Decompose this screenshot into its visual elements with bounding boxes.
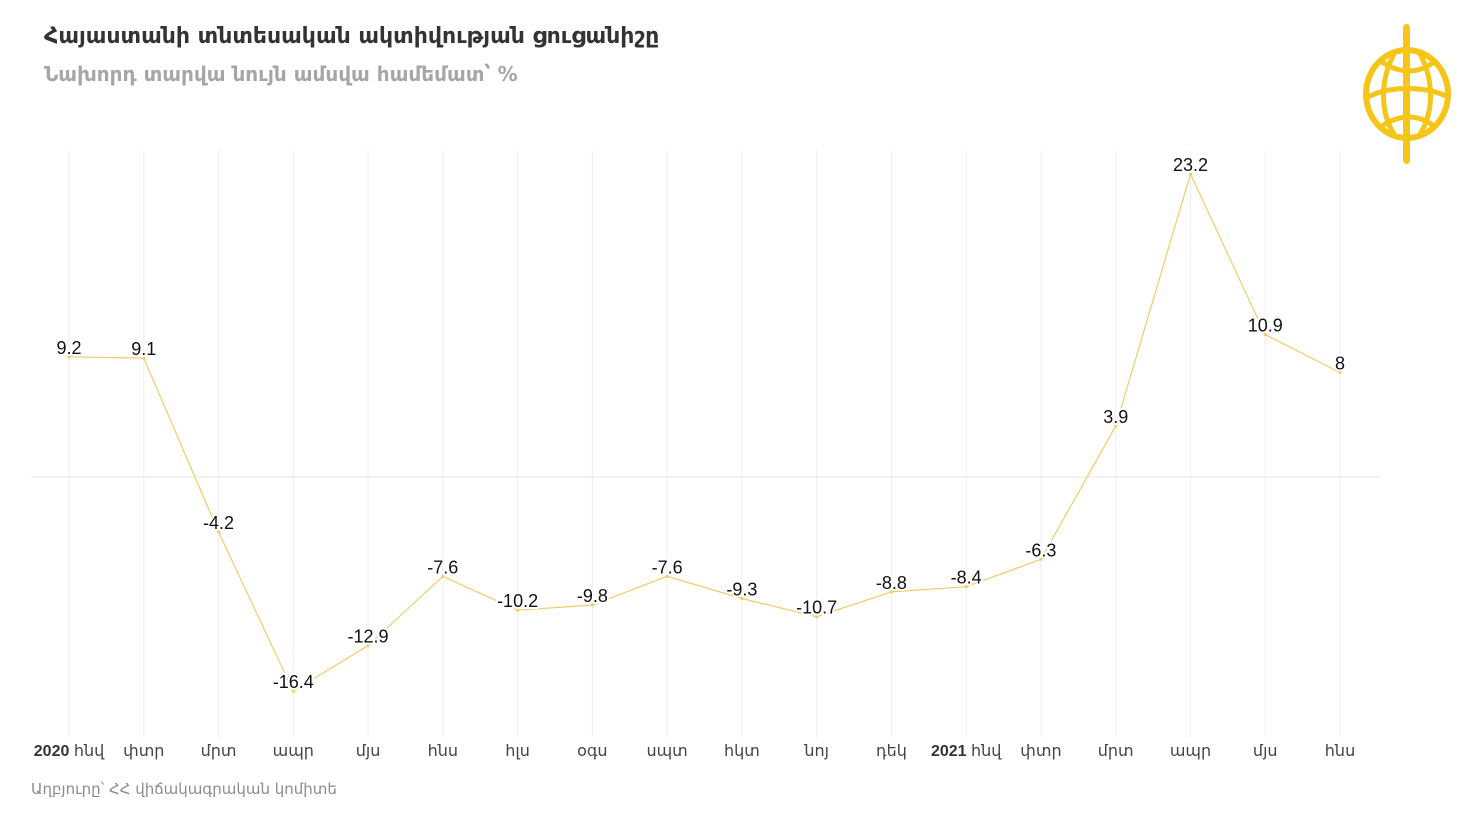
data-point[interactable] [889,590,894,594]
data-point[interactable] [1263,333,1267,337]
data-label: 23.2 [1173,155,1208,175]
x-tick-label: հկտ [724,743,760,760]
data-point[interactable] [515,608,520,612]
x-tick-label: մրտ [201,743,237,760]
x-tick-month: հնվ [971,743,1002,760]
x-tick-label: փտր [123,743,164,760]
chart-subtitle: Նախորդ տարվա նույն ամսվա համեմատ՝ % [44,62,518,86]
data-label: 9.1 [131,339,156,359]
points-layer [67,172,1342,693]
data-label: -12.9 [348,626,389,646]
data-label: -7.6 [652,557,683,577]
data-label: -9.3 [726,579,757,599]
x-axis: 2020 հնվ փտր մրտ ապր մյս հնս հլս օգս սպտ հկտ նոյ դե… [34,743,1355,760]
source-note: Աղբյուրը՝ ՀՀ վիճակագրական կոմիտե [31,780,337,798]
data-label: -7.6 [427,557,458,577]
data-point[interactable] [142,356,146,360]
data-label: 9.2 [56,338,81,358]
x-tick-label: օգս [577,743,607,760]
value-labels: 9.2 9.1 -4.2 -16.4 -12.9 -7.6 -10.2 -9.8 -7.6 -9.… [54,153,1347,694]
data-label: -6.3 [1025,540,1056,560]
x-tick-label: սպտ [646,743,687,760]
data-point[interactable] [366,643,370,648]
x-tick-month: հնվ [74,743,105,760]
data-point[interactable] [1188,172,1193,176]
data-point[interactable] [291,689,295,693]
chart-title: Հայաստանի տնտեսական ակտիվության ցուցանիշ… [44,24,660,49]
x-tick-label: դեկ [876,743,907,760]
data-label: -10.2 [497,591,538,611]
x-tick-year: 2021 [931,743,971,760]
data-label: -10.7 [796,598,837,618]
data-label: -9.8 [577,586,608,606]
x-tick-year: 2020 [34,743,74,760]
data-point[interactable] [441,574,445,578]
data-label: 10.9 [1248,316,1283,336]
x-tick-label: նոյ [803,743,829,760]
data-label: 8 [1335,354,1345,374]
x-tick-label: մյս [1253,743,1278,760]
data-label: -4.2 [203,513,234,533]
x-tick-label: ապր [1170,743,1211,760]
x-tick-label: հլս [505,743,530,760]
data-label: 3.9 [1103,407,1128,427]
data-point[interactable] [1338,370,1342,375]
data-point[interactable] [1114,424,1118,428]
data-point[interactable] [216,530,221,534]
x-tick-label: փտր [1020,743,1061,760]
x-tick-label: հնս [428,743,458,760]
x-tick-label: հնս [1325,743,1355,760]
x-tick-label: 2020 հնվ [34,743,105,760]
x-tick-label: 2021 հնվ [931,743,1002,760]
data-point[interactable] [67,355,71,359]
data-label: -16.4 [273,672,314,692]
data-point[interactable] [815,615,819,619]
data-point[interactable] [665,574,669,578]
data-label: -8.4 [951,568,982,588]
x-tick-label: մրտ [1098,743,1134,760]
grid-layer [68,150,1341,738]
data-point[interactable] [590,603,594,607]
x-tick-label: մյս [356,743,381,760]
data-point[interactable] [740,596,744,601]
data-label: -8.8 [876,573,907,593]
globe-logo-icon [1363,24,1451,164]
data-point[interactable] [964,585,968,589]
x-tick-label: ապր [273,743,314,760]
series-line [68,172,1341,693]
data-point[interactable] [1039,557,1043,561]
